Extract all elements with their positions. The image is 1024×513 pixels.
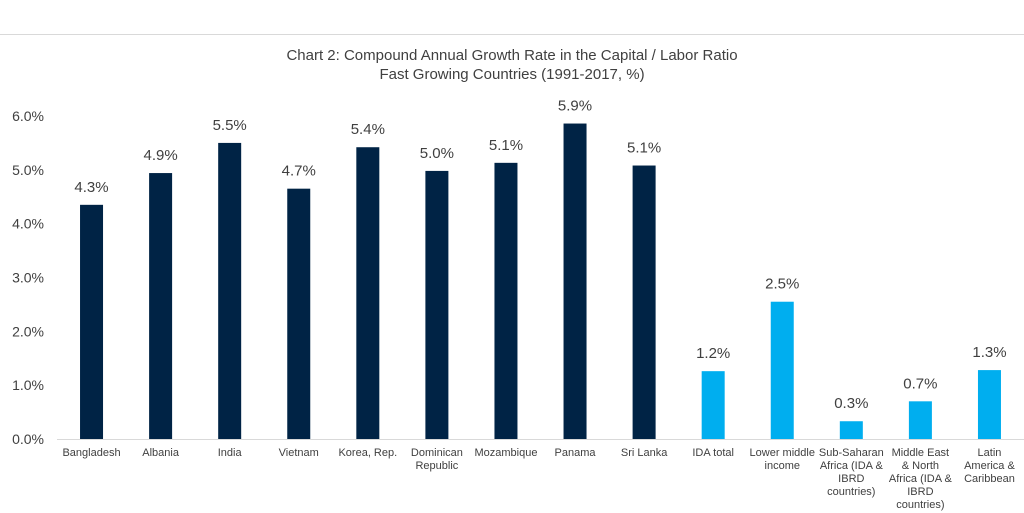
bar — [218, 142, 242, 439]
data-label: 0.7% — [903, 375, 937, 392]
bar — [770, 301, 794, 439]
bar — [701, 371, 725, 439]
data-label: 1.3% — [972, 344, 1006, 361]
x-category-label: Dominican Republic — [411, 447, 463, 472]
y-tick-label: 1.0% — [12, 377, 44, 393]
y-tick-label: 2.0% — [12, 323, 44, 339]
bar — [494, 162, 518, 439]
data-label: 5.5% — [213, 117, 247, 134]
y-tick-label: 0.0% — [12, 431, 44, 447]
data-label: 0.3% — [834, 395, 868, 412]
x-category-label: Latin America & Caribbean — [964, 447, 1015, 485]
bar — [356, 147, 380, 439]
chart-subtitle: Fast Growing Countries (1991-2017, %) — [379, 66, 645, 83]
data-label: 4.7% — [282, 163, 316, 180]
bar — [908, 401, 932, 439]
x-category-label: IDA total — [692, 447, 734, 459]
data-label: 5.0% — [420, 145, 454, 162]
data-label: 5.9% — [558, 98, 592, 115]
data-label: 5.4% — [351, 121, 385, 138]
chart-title-block: Chart 2: Compound Annual Growth Rate in … — [0, 46, 1024, 84]
x-category-label: Korea, Rep. — [338, 447, 397, 459]
data-label: 1.2% — [696, 345, 730, 362]
y-tick-label: 5.0% — [12, 162, 44, 178]
x-category-label: Vietnam — [279, 447, 319, 459]
bar — [977, 370, 1001, 439]
bar — [839, 421, 863, 439]
bar — [287, 188, 311, 439]
chart-title: Chart 2: Compound Annual Growth Rate in … — [286, 47, 738, 64]
x-category-label: India — [218, 447, 243, 459]
data-label: 5.1% — [489, 137, 523, 154]
data-label: 5.1% — [627, 140, 661, 157]
bar — [149, 173, 173, 439]
y-tick-label: 3.0% — [12, 270, 44, 286]
bar — [425, 170, 449, 439]
data-label: 4.3% — [74, 179, 108, 196]
x-category-label: Mozambique — [474, 447, 537, 459]
x-category-label: Middle East & North Africa (IDA & IBRD count… — [889, 447, 953, 511]
x-category-label: Sri Lanka — [621, 447, 668, 459]
data-label: 4.9% — [144, 147, 178, 164]
x-category-label: Albania — [142, 447, 180, 459]
y-tick-label: 6.0% — [12, 108, 44, 124]
x-category-label: Sub-Saharan Africa (IDA & IBRD countries) — [819, 447, 884, 498]
bar — [80, 204, 104, 439]
data-label: 2.5% — [765, 276, 799, 293]
x-category-label: Panama — [555, 447, 597, 459]
y-tick-label: 4.0% — [12, 216, 44, 232]
x-category-label: Lower middle income — [750, 447, 815, 472]
top-divider — [0, 34, 1024, 35]
bar — [632, 165, 656, 439]
x-category-label: Bangladesh — [62, 447, 120, 459]
bar — [563, 123, 587, 439]
